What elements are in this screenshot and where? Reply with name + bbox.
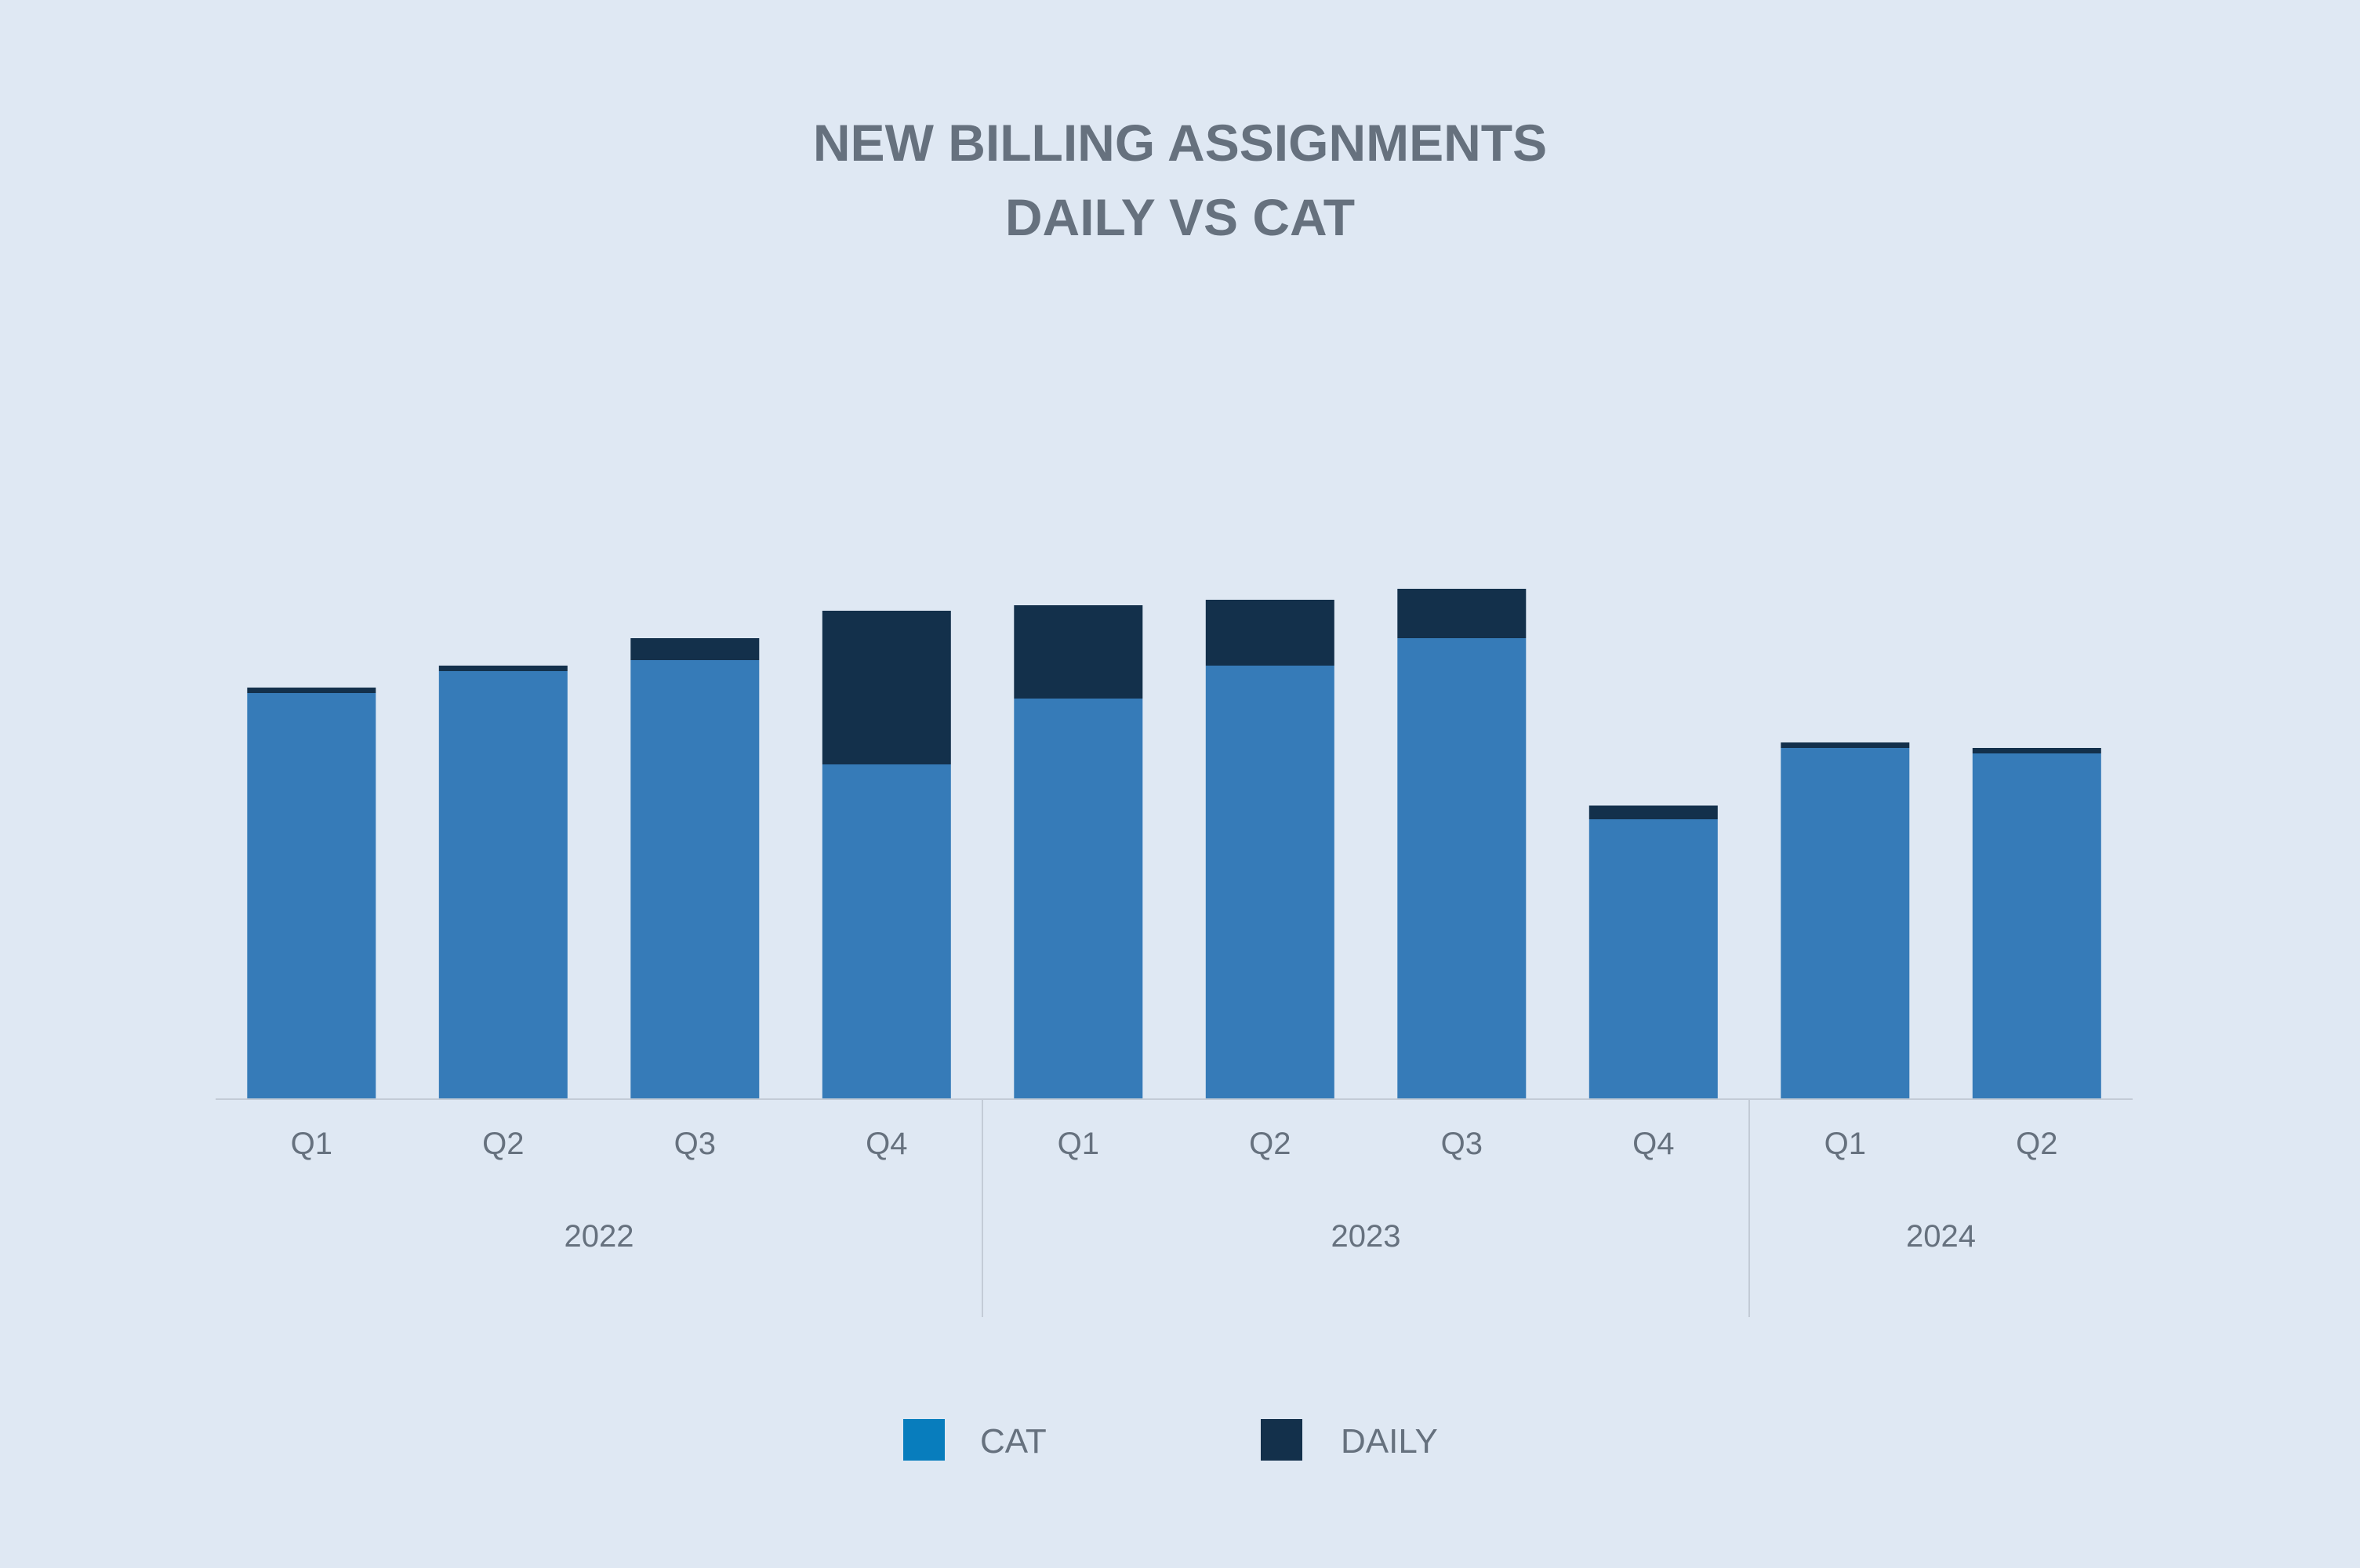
bar-daily-6[interactable] xyxy=(1397,589,1527,638)
bar-daily-7[interactable] xyxy=(1588,805,1718,820)
x-tick-label-7: Q4 xyxy=(1632,1127,1674,1161)
x-tick-label-8: Q1 xyxy=(1824,1127,1866,1161)
bar-daily-1[interactable] xyxy=(438,666,568,671)
x-tick-label-6: Q3 xyxy=(1441,1127,1483,1161)
x-tick-label-5: Q2 xyxy=(1249,1127,1291,1161)
bar-cat-4[interactable] xyxy=(1014,699,1143,1099)
legend-label-cat: CAT xyxy=(980,1422,1047,1461)
bar-daily-3[interactable] xyxy=(822,611,951,764)
bar-cat-1[interactable] xyxy=(438,671,568,1099)
x-tick-label-1: Q2 xyxy=(482,1127,524,1161)
x-axis: Q1 Q2 Q3 Q4 Q1 Q2 Q3 Q4 Q1 Q2 2022 2023 2024 xyxy=(216,1098,2133,1317)
bar-daily-2[interactable] xyxy=(630,638,760,660)
bar-cat-3[interactable] xyxy=(822,764,951,1099)
bar-cat-5[interactable] xyxy=(1205,666,1334,1099)
legend: CAT DAILY xyxy=(903,1419,1438,1461)
bar-cat-6[interactable] xyxy=(1397,638,1527,1099)
x-group-label-1: 2023 xyxy=(1331,1219,1401,1254)
bar-daily-9[interactable] xyxy=(1972,748,2101,753)
bar-daily-0[interactable] xyxy=(247,688,376,693)
x-group-label-0: 2022 xyxy=(565,1219,634,1254)
x-tick-label-3: Q4 xyxy=(866,1127,907,1161)
bar-cat-8[interactable] xyxy=(1781,748,1910,1099)
bar-daily-4[interactable] xyxy=(1014,605,1143,699)
x-tick-label-0: Q1 xyxy=(291,1127,332,1161)
chart-title-line-1: NEW BILLING ASSIGNMENTS xyxy=(813,114,1547,172)
legend-swatch-cat[interactable] xyxy=(903,1419,945,1461)
x-tick-label-2: Q3 xyxy=(674,1127,716,1161)
legend-label-daily: DAILY xyxy=(1341,1422,1438,1461)
bars xyxy=(247,589,2101,1099)
bar-cat-0[interactable] xyxy=(247,693,376,1099)
bar-cat-2[interactable] xyxy=(630,660,760,1099)
x-tick-label-9: Q2 xyxy=(2016,1127,2057,1161)
x-tick-label-4: Q1 xyxy=(1058,1127,1099,1161)
chart-title-line-2: DAILY VS CAT xyxy=(1005,188,1355,246)
legend-swatch-daily[interactable] xyxy=(1261,1419,1302,1461)
bar-daily-5[interactable] xyxy=(1205,600,1334,666)
bar-daily-8[interactable] xyxy=(1781,742,1910,748)
x-group-label-2: 2024 xyxy=(1906,1219,1976,1254)
bar-cat-7[interactable] xyxy=(1588,819,1718,1099)
bar-cat-9[interactable] xyxy=(1972,753,2101,1099)
